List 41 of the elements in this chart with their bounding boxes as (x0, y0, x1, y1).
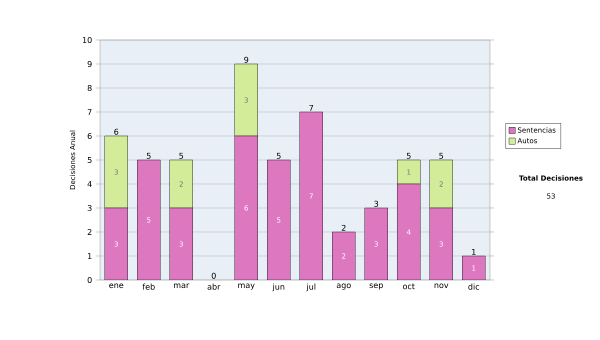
total-label: 7 (309, 104, 314, 111)
x-tick-label: ene (109, 284, 124, 288)
total-label: 5 (439, 152, 444, 159)
y-tick-label: 0 (88, 276, 92, 284)
x-tick-label: jun (272, 284, 284, 292)
y-tick-label: 3 (88, 204, 92, 212)
total-label: 0 (212, 272, 216, 279)
bar (332, 232, 356, 280)
total-label: 9 (244, 56, 248, 63)
total-label: 5 (146, 152, 151, 159)
y-tick-label: 1 (88, 253, 92, 259)
total-label: 1 (472, 248, 476, 255)
x-tick-label: abr (208, 284, 220, 290)
x-tick-label: may (238, 284, 255, 290)
total-label: 5 (276, 152, 281, 159)
x-tick-label: ago (336, 284, 351, 290)
y-tick-label: 2 (88, 229, 92, 235)
total-label: 5 (406, 152, 411, 159)
bar (364, 208, 388, 280)
x-tick-label: jul (306, 284, 316, 292)
y-tick-label: 6 (88, 132, 92, 140)
y-tick-label: 4 (88, 181, 92, 187)
x-tick-label: dic (468, 284, 480, 290)
total-label: 6 (114, 128, 118, 135)
x-tick-label: nov (434, 284, 448, 288)
total-label: 2 (342, 224, 346, 231)
x-tick-label: oct (402, 284, 415, 290)
bar (267, 160, 290, 280)
y-tick-label: 9 (88, 60, 92, 68)
y-tick-label: 8 (88, 84, 92, 92)
total-label: 5 (179, 152, 184, 159)
x-tick-label: sep (370, 284, 383, 290)
y-tick-label: 10 (82, 36, 92, 44)
bar (300, 112, 323, 280)
bar (137, 160, 160, 280)
x-tick-label: feb (142, 284, 155, 290)
y-tick-label: 5 (88, 157, 92, 163)
y-tick-label: 7 (88, 109, 92, 115)
x-tick-label: mar (174, 284, 190, 288)
bar (462, 256, 486, 280)
total-label: 3 (374, 200, 378, 207)
